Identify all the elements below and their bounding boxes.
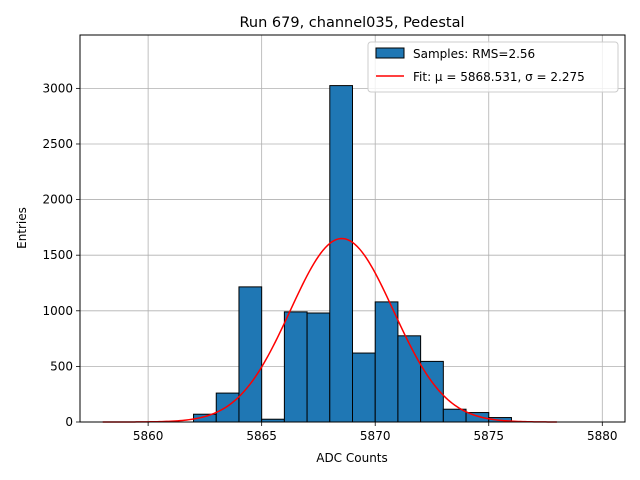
legend-fit-label: Fit: μ = 5868.531, σ = 2.275: [413, 70, 585, 84]
histogram-bar: [283, 311, 308, 423]
histogram-bars: [193, 85, 512, 423]
histogram-bar: [306, 312, 331, 423]
y-tick-label: 3000: [42, 81, 73, 95]
chart-title: Run 679, channel035, Pedestal: [239, 15, 464, 31]
histogram-bar: [238, 286, 263, 423]
legend-samples-label: Samples: RMS=2.56: [413, 47, 535, 61]
fit-curve-layer: [102, 237, 557, 423]
legend-box: [367, 41, 619, 93]
plot-frame: [79, 34, 626, 423]
histogram-bar: [215, 392, 240, 423]
y-tick-label: 500: [50, 359, 73, 373]
fit-curve: [102, 237, 557, 423]
x-axis-label: ADC Counts: [316, 451, 388, 465]
histogram-bar: [442, 408, 467, 423]
histogram-bar: [352, 352, 376, 423]
x-tick-label: 5860: [133, 429, 164, 443]
x-tick-label: 5865: [246, 429, 277, 443]
y-axis-label: Entries: [15, 207, 29, 249]
y-tick-label: 0: [65, 415, 73, 429]
legend: Samples: RMS=2.56 Fit: μ = 5868.531, σ =…: [367, 41, 619, 93]
histogram-bar: [397, 335, 422, 423]
histogram-bar: [374, 301, 399, 423]
y-tick-label: 1500: [42, 248, 73, 262]
x-tick-label: 5875: [473, 429, 504, 443]
histogram-bar: [329, 85, 353, 423]
y-tick-label: 1000: [42, 304, 73, 318]
x-tick-label: 5870: [360, 429, 391, 443]
y-tick-label: 2000: [42, 193, 73, 207]
y-axis-ticks: 0 500 1000 1500 2000 2500 3000: [42, 81, 80, 429]
y-tick-label: 2500: [42, 137, 73, 151]
legend-samples-swatch: [375, 47, 405, 59]
x-axis-ticks: 5860 5865 5870 5875 5880: [133, 422, 618, 443]
x-tick-label: 5880: [587, 429, 618, 443]
